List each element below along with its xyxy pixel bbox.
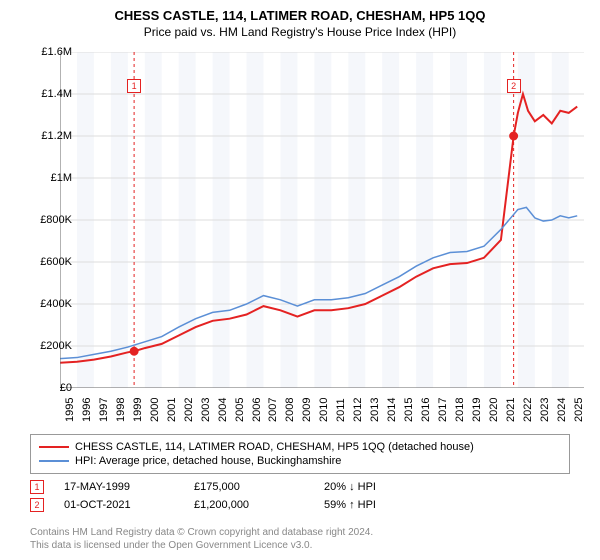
y-tick-label: £400K (22, 298, 72, 310)
y-tick-label: £800K (22, 214, 72, 226)
x-tick-label: 2021 (505, 398, 517, 422)
chart-callout: 2 (507, 79, 521, 93)
x-tick-label: 1999 (132, 398, 144, 422)
x-tick-label: 2020 (488, 398, 500, 422)
y-tick-label: £0 (22, 382, 72, 394)
chart-svg (60, 52, 584, 388)
x-tick-label: 2007 (267, 398, 279, 422)
y-tick-label: £600K (22, 256, 72, 268)
markers-table: 1 17-MAY-1999£175,00020% ↓ HPI 2 01-OCT-202… (30, 476, 570, 516)
chart-callout: 1 (127, 79, 141, 93)
x-tick-label: 2013 (369, 398, 381, 422)
x-tick-label: 2024 (556, 398, 568, 422)
x-tick-label: 2022 (522, 398, 534, 422)
x-tick-label: 2008 (284, 398, 296, 422)
legend-swatch (39, 446, 69, 448)
x-tick-label: 2000 (149, 398, 161, 422)
x-tick-label: 2016 (420, 398, 432, 422)
chart-plot-area (60, 52, 584, 388)
marker-price: £175,000 (194, 481, 324, 493)
marker-badge: 2 (30, 498, 44, 512)
marker-delta: 59% ↑ HPI (324, 499, 454, 511)
footer: Contains HM Land Registry data © Crown c… (30, 526, 570, 552)
x-tick-label: 1996 (81, 398, 93, 422)
x-tick-label: 2009 (301, 398, 313, 422)
x-tick-label: 2019 (471, 398, 483, 422)
x-tick-label: 2011 (335, 398, 347, 422)
legend-label: CHESS CASTLE, 114, LATIMER ROAD, CHESHAM… (75, 441, 474, 453)
marker-delta: 20% ↓ HPI (324, 481, 454, 493)
marker-date: 17-MAY-1999 (64, 481, 194, 493)
x-tick-label: 2014 (386, 398, 398, 422)
x-tick-label: 2025 (573, 398, 585, 422)
marker-row: 1 17-MAY-1999£175,00020% ↓ HPI (30, 480, 570, 494)
marker-price: £1,200,000 (194, 499, 324, 511)
marker-row: 2 01-OCT-2021£1,200,00059% ↑ HPI (30, 498, 570, 512)
x-tick-label: 2002 (183, 398, 195, 422)
y-tick-label: £200K (22, 340, 72, 352)
chart-container: CHESS CASTLE, 114, LATIMER ROAD, CHESHAM… (0, 0, 600, 560)
x-tick-label: 2015 (403, 398, 415, 422)
x-tick-label: 2001 (166, 398, 178, 422)
legend-swatch (39, 460, 69, 462)
footer-line-2: This data is licensed under the Open Gov… (30, 539, 570, 552)
x-tick-label: 2006 (251, 398, 263, 422)
legend-label: HPI: Average price, detached house, Buck… (75, 455, 341, 467)
x-tick-label: 2004 (217, 398, 229, 422)
x-tick-label: 2003 (200, 398, 212, 422)
y-tick-label: £1.4M (22, 88, 72, 100)
x-tick-label: 2012 (352, 398, 364, 422)
y-tick-label: £1.6M (22, 46, 72, 58)
x-tick-label: 1998 (115, 398, 127, 422)
legend-item: HPI: Average price, detached house, Buck… (39, 455, 561, 467)
x-tick-label: 2017 (437, 398, 449, 422)
x-tick-label: 2010 (318, 398, 330, 422)
marker-badge: 1 (30, 480, 44, 494)
legend-item: CHESS CASTLE, 114, LATIMER ROAD, CHESHAM… (39, 441, 561, 453)
x-tick-label: 2018 (454, 398, 466, 422)
x-tick-label: 2023 (539, 398, 551, 422)
marker-date: 01-OCT-2021 (64, 499, 194, 511)
footer-line-1: Contains HM Land Registry data © Crown c… (30, 526, 570, 539)
chart-subtitle: Price paid vs. HM Land Registry's House … (0, 23, 600, 45)
x-tick-label: 1997 (98, 398, 110, 422)
y-tick-label: £1.2M (22, 130, 72, 142)
chart-title: CHESS CASTLE, 114, LATIMER ROAD, CHESHAM… (0, 0, 600, 23)
y-tick-label: £1M (22, 172, 72, 184)
legend: CHESS CASTLE, 114, LATIMER ROAD, CHESHAM… (30, 434, 570, 474)
x-tick-label: 1995 (64, 398, 76, 422)
x-tick-label: 2005 (234, 398, 246, 422)
